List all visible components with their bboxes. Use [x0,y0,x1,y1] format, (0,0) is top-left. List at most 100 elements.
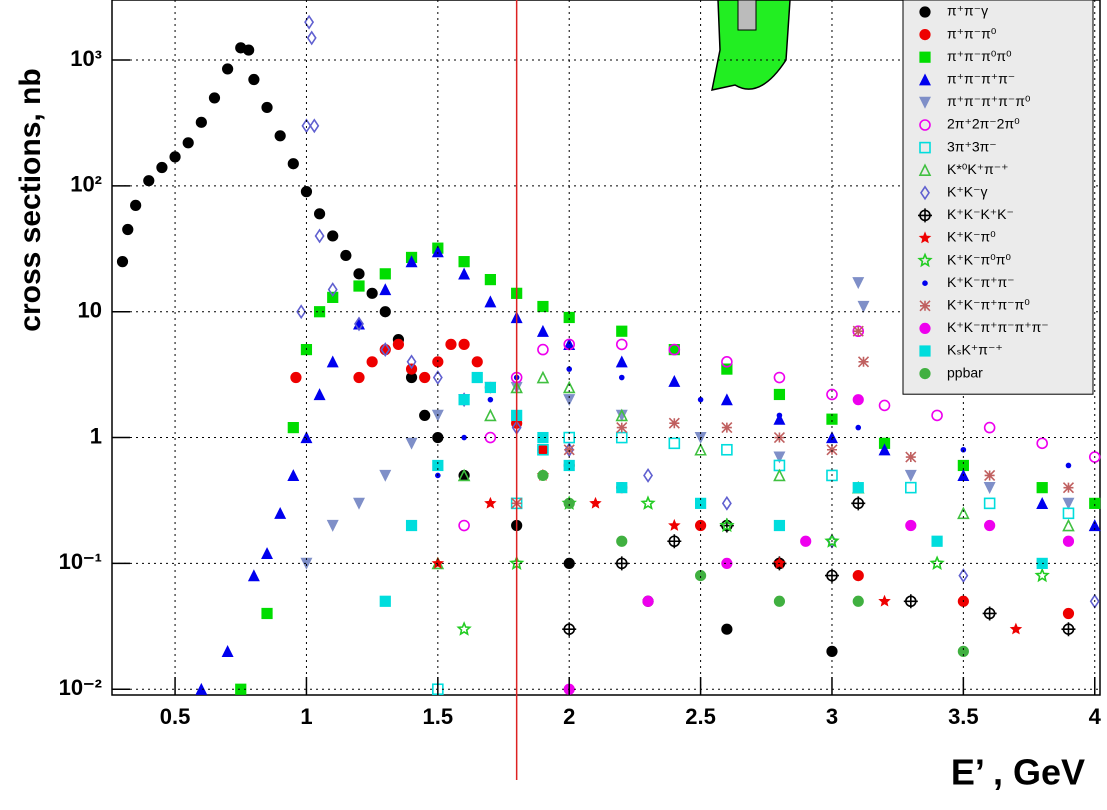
legend-label: 3π⁺3π⁻ [947,138,997,154]
legend-label: K*⁰K⁺π⁻⁺ [947,161,1009,177]
legend-label: K⁺K⁻γ [947,184,987,200]
data-point [419,409,431,422]
data-point [353,268,365,280]
y-tick-label: 1 [90,423,102,448]
data-point [537,343,549,356]
data-point [668,437,681,450]
data-point [851,496,866,511]
data-point [456,621,472,636]
data-point [958,568,969,584]
x-axis-title: E’ , GeV [951,752,1085,793]
data-point [1065,462,1072,469]
data-point [957,506,970,520]
data-point [983,497,996,510]
legend-marker [919,28,931,41]
data-point [327,291,339,303]
data-point [248,73,260,86]
data-point [484,295,497,308]
data-point [615,338,628,351]
data-point [287,158,299,170]
data-point [983,482,996,494]
data-point [852,394,864,406]
data-point [616,325,628,337]
legend-marker [919,322,931,334]
data-point [852,325,864,337]
data-point [616,482,628,494]
data-point [156,161,168,174]
data-point [458,338,470,350]
series [563,394,1075,695]
legend-label: K⁺K⁻π⁰ [947,229,996,245]
data-point [563,444,575,456]
data-point [1062,518,1075,532]
data-point [261,547,274,560]
data-point [1088,519,1101,532]
data-point [773,451,786,464]
data-point [773,595,786,607]
data-point [458,256,470,268]
data-point [773,519,786,532]
data-point [905,481,917,494]
data-point [721,495,732,511]
legend-marker [918,231,932,244]
data-point [957,645,969,657]
y-tick-label: 10⁻¹ [59,549,102,574]
data-point [182,137,194,149]
x-tick-label: 3.5 [948,704,979,729]
data-point [563,394,576,407]
legend-marker [919,6,931,18]
data-point [931,535,943,547]
data-point [642,595,654,607]
data-point [1036,437,1048,450]
data-point [1036,497,1049,509]
data-point [826,444,838,456]
data-point [800,535,812,547]
data-point [431,245,444,258]
data-point [300,186,313,198]
x-tick-label: 4 [1089,704,1102,729]
data-point [773,388,786,401]
data-point [694,442,707,456]
data-point [457,468,471,482]
data-point [304,14,315,30]
legend-label: K⁺K⁻π⁺π⁻π⁰ [947,297,1030,313]
legend-marker [919,300,931,312]
data-point [903,594,918,609]
legend-marker [917,252,933,268]
data-point [379,595,391,607]
data-point [721,363,733,375]
legend-marker [919,345,931,357]
data-point [243,44,255,56]
data-point [405,255,418,268]
data-point [1062,482,1075,494]
data-point [405,519,418,532]
data-point [471,371,483,384]
legend: π⁺π⁻γ π⁺π⁻π⁰ π⁺π⁻π⁰π⁰ π⁺π⁻π⁺π⁻ π⁺π⁻π⁺π⁻π⁰ 2π⁺… [902,0,1094,395]
data-point [432,459,444,472]
data-point [195,116,207,128]
data-point [313,306,326,318]
data-point [878,594,891,607]
data-point [353,371,365,384]
x-tick-label: 3 [826,704,838,729]
data-point [287,469,300,482]
legend-label: 2π⁺2π⁻2π⁰ [947,116,1020,132]
data-point [826,388,838,401]
data-point [471,356,483,368]
data-point [116,256,129,268]
data-point [314,228,325,244]
data-point [261,607,273,620]
data-point [536,370,550,384]
data-point [143,175,155,187]
data-point [694,569,707,582]
data-point [852,595,864,607]
legend-marker [919,51,931,63]
data-point [667,534,682,549]
legend-box [902,0,1094,395]
data-point [340,249,352,262]
data-point [905,451,917,463]
data-point [366,287,378,299]
data-point [1062,497,1075,510]
data-point [353,497,365,510]
